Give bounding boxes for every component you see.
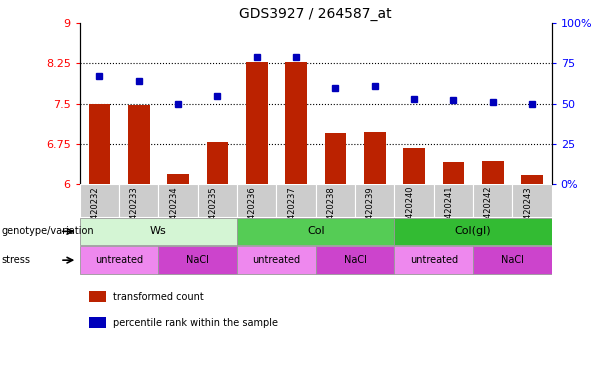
Text: GSM420233: GSM420233 — [130, 186, 139, 237]
Bar — [355, 184, 394, 217]
Bar — [237, 247, 316, 274]
Bar — [316, 184, 355, 217]
Text: GSM420236: GSM420236 — [248, 186, 257, 237]
Text: GSM420235: GSM420235 — [208, 186, 218, 237]
Text: GSM420237: GSM420237 — [287, 186, 296, 237]
Bar — [482, 161, 503, 184]
Bar — [285, 62, 307, 184]
Bar — [473, 247, 552, 274]
Text: GSM420242: GSM420242 — [484, 186, 493, 237]
Text: genotype/variation: genotype/variation — [1, 226, 94, 237]
Text: GSM420239: GSM420239 — [366, 186, 375, 237]
Bar — [88, 104, 110, 184]
Bar — [316, 247, 394, 274]
Bar — [403, 148, 425, 184]
Bar — [167, 174, 189, 184]
Bar — [89, 317, 105, 328]
Text: Col(gl): Col(gl) — [455, 226, 492, 237]
Text: untreated: untreated — [409, 255, 458, 265]
Bar — [512, 184, 552, 217]
Text: GSM420243: GSM420243 — [523, 186, 532, 237]
Bar — [324, 133, 346, 184]
Bar — [276, 184, 316, 217]
Bar — [364, 132, 386, 184]
Bar — [158, 184, 198, 217]
Title: GDS3927 / 264587_at: GDS3927 / 264587_at — [240, 7, 392, 21]
Text: GSM420240: GSM420240 — [405, 186, 414, 237]
Text: NaCl: NaCl — [501, 255, 524, 265]
Bar — [434, 184, 473, 217]
Bar — [246, 62, 267, 184]
Bar — [80, 217, 237, 245]
Text: stress: stress — [1, 255, 30, 265]
Text: untreated: untreated — [95, 255, 143, 265]
Text: GSM420234: GSM420234 — [169, 186, 178, 237]
Text: GSM420241: GSM420241 — [444, 186, 454, 237]
Text: NaCl: NaCl — [186, 255, 209, 265]
Text: GSM420232: GSM420232 — [90, 186, 99, 237]
Text: GSM420238: GSM420238 — [326, 186, 335, 237]
Bar — [521, 175, 543, 184]
Bar — [443, 162, 464, 184]
Bar — [89, 291, 105, 303]
Bar — [80, 184, 119, 217]
Bar — [394, 247, 473, 274]
Text: NaCl: NaCl — [344, 255, 367, 265]
Bar — [394, 217, 552, 245]
Text: percentile rank within the sample: percentile rank within the sample — [113, 318, 278, 328]
Text: transformed count: transformed count — [113, 291, 204, 302]
Text: Col: Col — [307, 226, 324, 237]
Bar — [80, 247, 158, 274]
Bar — [473, 184, 512, 217]
Bar — [394, 184, 434, 217]
Bar — [128, 105, 150, 184]
Bar — [207, 142, 228, 184]
Text: untreated: untreated — [253, 255, 300, 265]
Text: Ws: Ws — [150, 226, 167, 237]
Bar — [237, 184, 276, 217]
Bar — [197, 184, 237, 217]
Bar — [237, 217, 394, 245]
Bar — [119, 184, 158, 217]
Bar — [158, 247, 237, 274]
